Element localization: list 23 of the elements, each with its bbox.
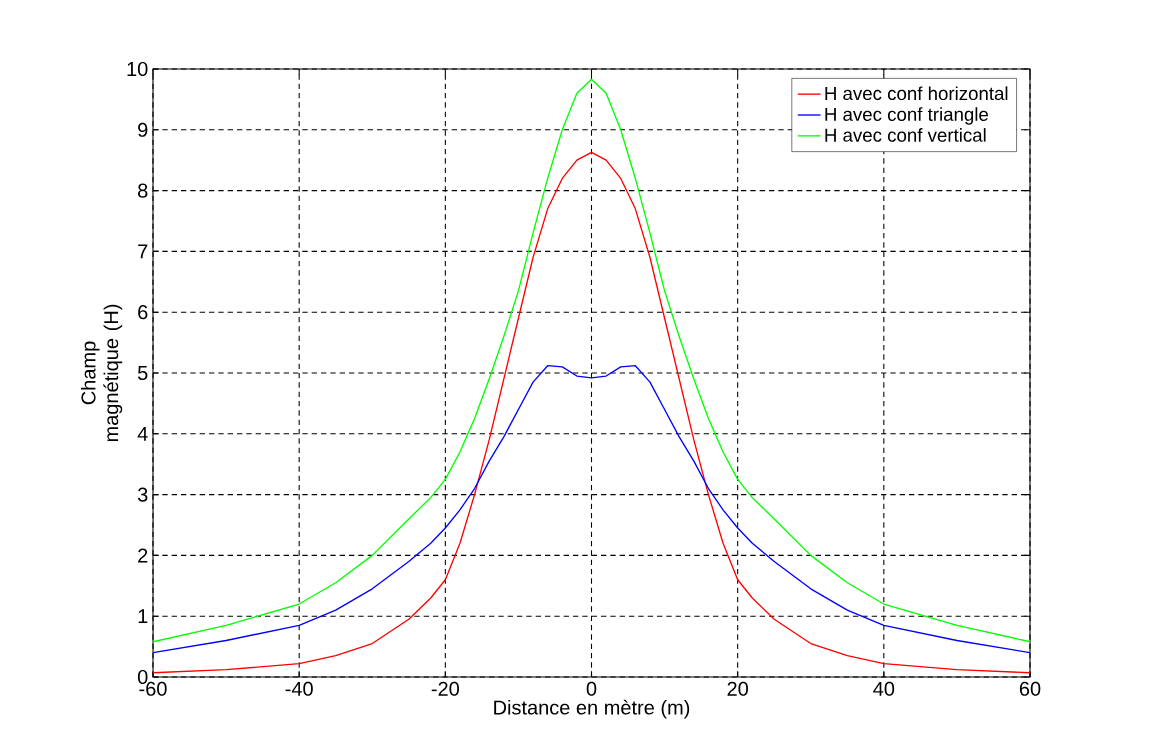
y-tick-label: 1	[138, 609, 148, 624]
y-tick-label: 5	[137, 366, 148, 380]
y-axis-title: Champ magnétique (H)	[80, 304, 123, 442]
x-tick-label: 40	[873, 681, 895, 696]
y-tick-label: 3	[137, 487, 148, 502]
x-tick-label: 20	[727, 681, 748, 696]
x-tick-label: -20	[431, 681, 459, 696]
x-tick-label: 0	[586, 681, 597, 696]
x-tick-label: 60	[1019, 681, 1041, 696]
legend-label: H avec conf vertical	[825, 128, 986, 142]
y-tick-label: 10	[127, 61, 148, 77]
x-axis-title: Distance en mètre (m)	[494, 699, 690, 719]
y-tick-label: 8	[138, 183, 148, 198]
y-tick-label: 6	[138, 305, 148, 320]
legend-label: H avec conf horizontal	[825, 86, 1008, 101]
legend-label: H avec conf triangle	[825, 107, 989, 125]
x-tick-label: -40	[285, 681, 313, 696]
y-tick-label: 4	[137, 426, 148, 441]
y-tick-label: 9	[138, 122, 148, 137]
line-series	[153, 78, 1031, 643]
line-series	[153, 365, 1031, 654]
y-tick-label: 7	[138, 244, 148, 259]
y-tick-label: 2	[138, 548, 148, 563]
